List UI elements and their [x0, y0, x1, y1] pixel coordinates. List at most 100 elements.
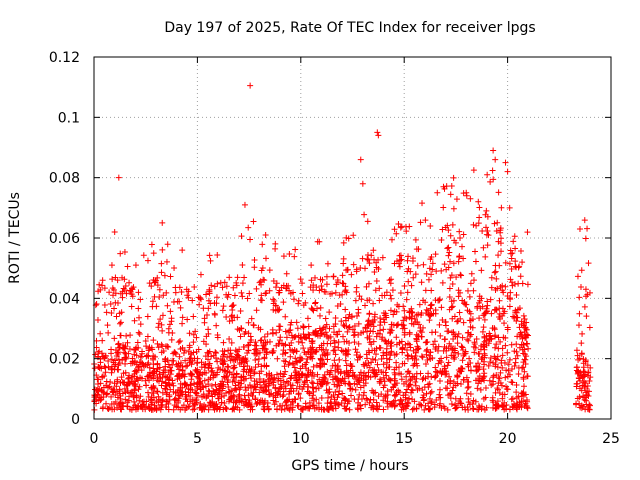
- data-point: [176, 371, 183, 378]
- data-point: [115, 361, 122, 368]
- data-point: [208, 390, 215, 397]
- data-point: [524, 340, 531, 347]
- data-point: [415, 333, 422, 340]
- data-point: [290, 387, 297, 394]
- data-point: [282, 313, 289, 320]
- data-point: [179, 314, 186, 321]
- data-point: [573, 380, 580, 387]
- data-point: [289, 347, 296, 354]
- data-point: [376, 297, 383, 304]
- data-point: [259, 241, 266, 248]
- data-point: [210, 372, 217, 379]
- data-point: [305, 331, 312, 338]
- data-point: [325, 394, 332, 401]
- data-point: [340, 255, 347, 262]
- data-point: [476, 315, 483, 322]
- data-point: [102, 369, 109, 376]
- data-point: [408, 353, 415, 360]
- data-point: [470, 221, 477, 228]
- data-point: [441, 261, 448, 268]
- data-point: [377, 318, 384, 325]
- data-point: [203, 312, 210, 319]
- data-point: [454, 340, 461, 347]
- data-point: [446, 285, 453, 292]
- data-point: [388, 400, 395, 407]
- data-point: [486, 336, 493, 343]
- data-point: [361, 389, 368, 396]
- data-point: [450, 205, 457, 212]
- data-point: [375, 266, 382, 273]
- data-point: [165, 329, 172, 336]
- data-point: [116, 310, 123, 317]
- data-point: [246, 382, 253, 389]
- data-point: [454, 318, 461, 325]
- data-point: [335, 344, 342, 351]
- data-point: [111, 387, 118, 394]
- data-point: [223, 373, 230, 380]
- data-point: [462, 348, 469, 355]
- data-point: [410, 274, 417, 281]
- data-point: [148, 283, 155, 290]
- data-point: [496, 262, 503, 269]
- data-point: [512, 245, 519, 252]
- data-point: [245, 392, 252, 399]
- data-point: [257, 397, 264, 404]
- data-point: [123, 332, 130, 339]
- data-point: [386, 356, 393, 363]
- data-point: [509, 379, 516, 386]
- data-point: [354, 356, 361, 363]
- data-point: [366, 260, 373, 267]
- data-point: [136, 314, 143, 321]
- data-point: [226, 388, 233, 395]
- data-point: [162, 355, 169, 362]
- data-point: [209, 367, 216, 374]
- data-point: [277, 370, 284, 377]
- data-point: [312, 328, 319, 335]
- data-point: [113, 313, 120, 320]
- data-point: [176, 353, 183, 360]
- data-point: [495, 380, 502, 387]
- data-point: [424, 357, 431, 364]
- data-point: [342, 357, 349, 364]
- data-point: [520, 342, 527, 349]
- data-point: [586, 406, 593, 413]
- data-point: [493, 356, 500, 363]
- y-tick-label: 0.02: [49, 352, 80, 368]
- data-point: [186, 330, 193, 337]
- data-point: [310, 287, 317, 294]
- data-point: [289, 360, 296, 367]
- data-point: [431, 404, 438, 411]
- data-point: [414, 386, 421, 393]
- data-point: [496, 389, 503, 396]
- data-point: [97, 330, 104, 337]
- data-point: [163, 258, 170, 265]
- data-point: [202, 353, 209, 360]
- data-point: [271, 374, 278, 381]
- data-point: [240, 356, 247, 363]
- data-point: [225, 364, 232, 371]
- data-point: [330, 347, 337, 354]
- data-point: [107, 301, 114, 308]
- data-point: [261, 397, 268, 404]
- data-point: [280, 388, 287, 395]
- data-point: [277, 385, 284, 392]
- data-point: [184, 292, 191, 299]
- data-point: [380, 361, 387, 368]
- data-point: [228, 313, 235, 320]
- data-point: [307, 354, 314, 361]
- data-point: [196, 301, 203, 308]
- data-point: [237, 308, 244, 315]
- data-point: [497, 338, 504, 345]
- data-point: [446, 306, 453, 313]
- data-point: [115, 340, 122, 347]
- data-point: [467, 195, 474, 202]
- data-point: [333, 383, 340, 390]
- data-point: [239, 293, 246, 300]
- data-point: [206, 287, 213, 294]
- data-point: [406, 381, 413, 388]
- data-point: [494, 219, 501, 226]
- data-point: [205, 376, 212, 383]
- data-point: [488, 310, 495, 317]
- data-point: [124, 399, 131, 406]
- data-point: [398, 397, 405, 404]
